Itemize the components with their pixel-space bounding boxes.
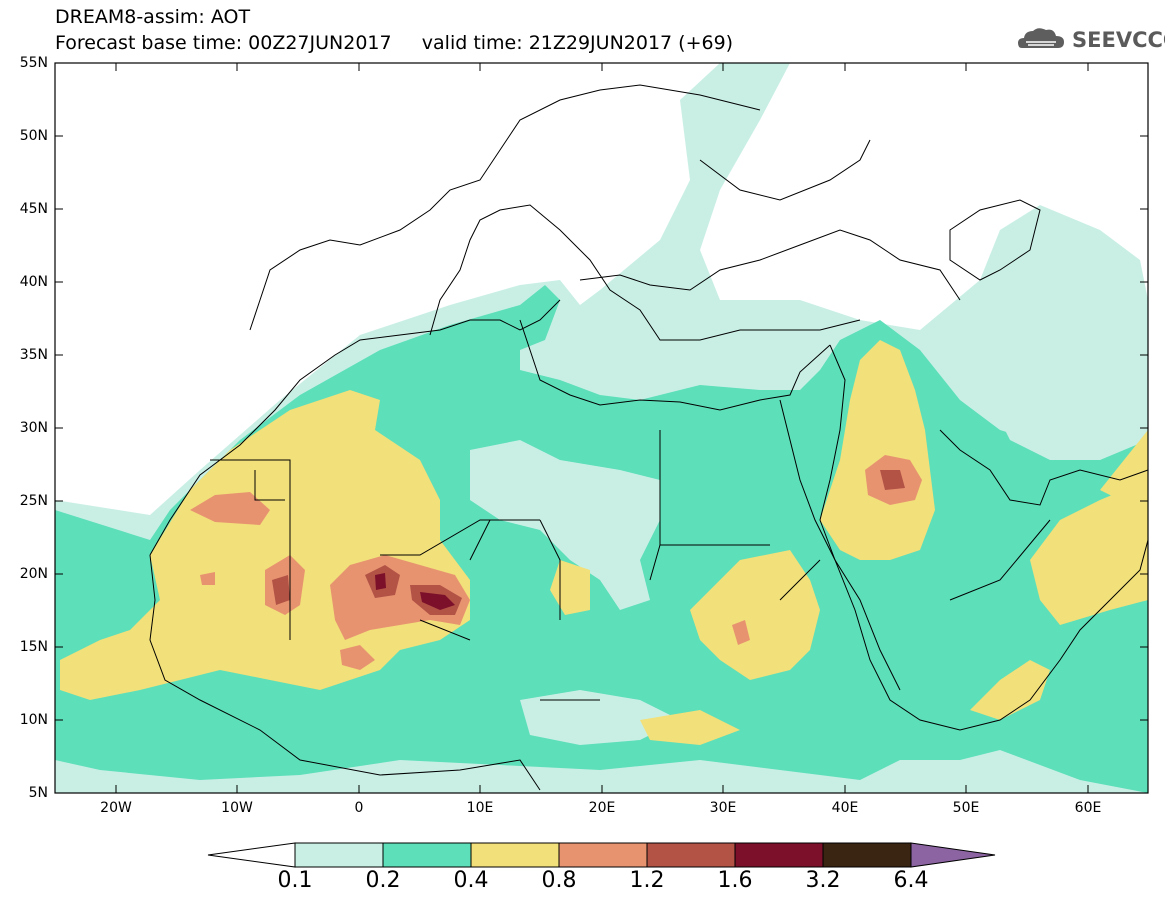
aot-level-1.6-a: [420, 592, 455, 610]
lat-label: 45N: [19, 201, 48, 217]
lon-label: 20E: [588, 800, 616, 816]
colorbar-label: 1.6: [717, 868, 753, 893]
colorbar-label: 0.8: [541, 868, 577, 893]
lon-label: 50E: [952, 800, 980, 816]
colorbar-label: 0.2: [365, 868, 401, 893]
lon-label: 10W: [221, 800, 253, 816]
aot-hole-central-africa: [520, 690, 680, 745]
lon-label: 40E: [831, 800, 859, 816]
colorbar-label: 0.4: [453, 868, 489, 893]
cloud-logo-icon: [1018, 28, 1064, 48]
lon-label: 0: [354, 800, 364, 816]
lat-label: 15N: [19, 639, 48, 655]
aot-level-1.6-b: [375, 573, 386, 590]
lat-label: 5N: [28, 785, 48, 801]
lon-label: 20W: [100, 800, 132, 816]
colorbar-label: 3.2: [805, 868, 841, 893]
colorbar-label: 0.1: [277, 868, 313, 893]
lon-label: 10E: [466, 800, 494, 816]
chart-title: DREAM8-assim: AOT: [55, 6, 251, 28]
lat-label: 10N: [19, 712, 48, 728]
lon-label: 60E: [1074, 800, 1102, 816]
aot-level-0.8-d: [340, 645, 375, 670]
aot-level-0.4-arabia: [820, 340, 935, 560]
aot-hole-arabia: [1000, 400, 1148, 460]
aot-level-0.4-congo: [640, 710, 740, 745]
aot-level-0.8-g: [200, 572, 215, 585]
aot-level-1.2-c: [272, 575, 290, 605]
aot-level-0.4-gulf: [1100, 430, 1148, 500]
aot-level-0.4-oman: [1030, 480, 1148, 625]
lon-label: 30E: [709, 800, 737, 816]
aot-level-1.2-d: [880, 470, 905, 490]
lat-label: 30N: [19, 420, 48, 436]
aot-hole-libya: [470, 440, 660, 610]
aot-level-0.8-f: [732, 620, 750, 645]
aot-level-0.8-c: [330, 555, 470, 640]
lat-label: 20N: [19, 566, 48, 582]
colorbar-label: 6.4: [893, 868, 929, 893]
lat-label: 35N: [19, 347, 48, 363]
aot-level-0.4-yemen: [970, 660, 1050, 720]
tick-marks: [55, 62, 1148, 794]
aot-level-0.8-a: [190, 492, 270, 525]
forecast-time-line: Forecast base time: 00Z27JUN2017 valid t…: [55, 32, 734, 54]
lat-label: 25N: [19, 493, 48, 509]
colorbar-label: 1.2: [629, 868, 665, 893]
lat-label: 50N: [19, 128, 48, 144]
coastlines: [149, 84, 1148, 791]
aot-level-0.4-sudan: [690, 550, 820, 680]
logo-text: SEEVCCC: [1072, 28, 1165, 52]
lat-label: 55N: [19, 55, 48, 71]
lat-label: 40N: [19, 274, 48, 290]
